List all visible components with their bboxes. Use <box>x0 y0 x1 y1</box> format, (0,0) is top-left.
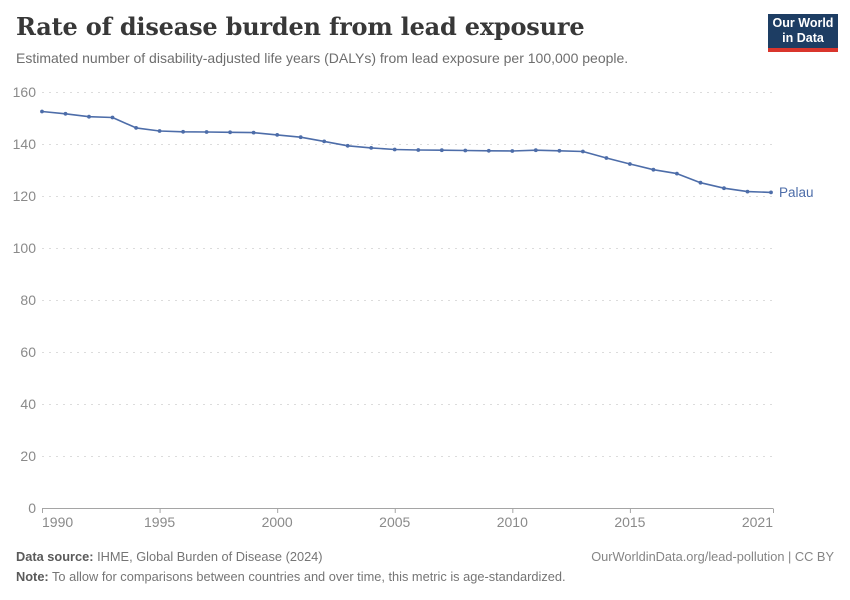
data-point <box>463 148 468 153</box>
data-point <box>533 148 538 153</box>
data-point <box>298 135 303 140</box>
data-point <box>698 180 703 185</box>
data-point <box>110 115 115 120</box>
footer-note-row: Note: To allow for comparisons between c… <box>16 567 834 587</box>
footer-source-row: Data source: IHME, Global Burden of Dise… <box>16 547 834 567</box>
data-point <box>651 167 656 172</box>
x-tick-label: 2010 <box>497 514 528 530</box>
data-point <box>581 149 585 154</box>
data-point <box>40 109 44 114</box>
data-point <box>675 171 679 176</box>
data-point <box>369 146 374 150</box>
data-line-palau <box>41 110 772 194</box>
data-point <box>628 162 632 166</box>
y-tick-label: 100 <box>13 240 37 256</box>
data-point <box>275 133 280 137</box>
owid-logo-line1: Our World <box>772 16 834 30</box>
y-tick-label: 80 <box>20 292 36 308</box>
data-source-text: IHME, Global Burden of Disease (2024) <box>93 549 323 564</box>
x-tick-label: 2021 <box>742 514 773 530</box>
data-point <box>439 148 444 153</box>
data-point <box>228 130 233 135</box>
owid-logo[interactable]: Our World in Data <box>768 14 838 52</box>
x-tick-label: 2015 <box>614 514 645 530</box>
note-text: To allow for comparisons between countri… <box>48 568 566 584</box>
data-point <box>604 156 609 160</box>
x-tick-label: 1990 <box>42 514 73 530</box>
data-source: Data source: IHME, Global Burden of Dise… <box>16 547 323 567</box>
series-label-palau: Palau <box>779 185 814 200</box>
data-point <box>510 149 515 153</box>
y-tick-label: 20 <box>20 448 36 464</box>
data-point <box>745 189 750 194</box>
data-point <box>181 129 186 134</box>
chart-header: Rate of disease burden from lead exposur… <box>16 12 754 67</box>
y-tick-label: 60 <box>20 344 36 360</box>
data-point <box>416 148 421 152</box>
x-tick-label: 1995 <box>144 514 175 530</box>
y-tick-label: 40 <box>20 396 36 412</box>
owid-logo-line2: in Data <box>782 31 824 45</box>
data-point <box>134 126 139 130</box>
y-tick-label: 120 <box>13 188 37 204</box>
page-title: Rate of disease burden from lead exposur… <box>16 12 585 41</box>
owid-url-link[interactable]: OurWorldinData.org/lead-pollution | CC B… <box>591 549 834 564</box>
data-point <box>63 111 68 116</box>
data-point <box>251 130 256 135</box>
x-tick-label: 2005 <box>379 514 410 530</box>
data-point <box>345 143 350 148</box>
data-point <box>557 148 562 153</box>
chart-subtitle: Estimated number of disability-adjusted … <box>16 50 629 66</box>
data-point <box>486 148 491 153</box>
y-tick-label: 0 <box>28 500 36 516</box>
data-point <box>87 114 91 119</box>
y-tick-label: 160 <box>13 84 37 100</box>
data-source-label: Data source: <box>16 549 94 564</box>
data-point <box>204 130 209 134</box>
x-tick-label: 2000 <box>262 514 293 530</box>
chart-footer: Data source: IHME, Global Burden of Dise… <box>16 547 834 587</box>
data-point <box>722 186 726 191</box>
note-label: Note: <box>16 568 49 584</box>
y-tick-label: 140 <box>13 136 37 152</box>
data-point <box>392 147 397 152</box>
data-point <box>322 139 327 144</box>
data-point <box>769 190 773 195</box>
data-point <box>157 129 162 133</box>
